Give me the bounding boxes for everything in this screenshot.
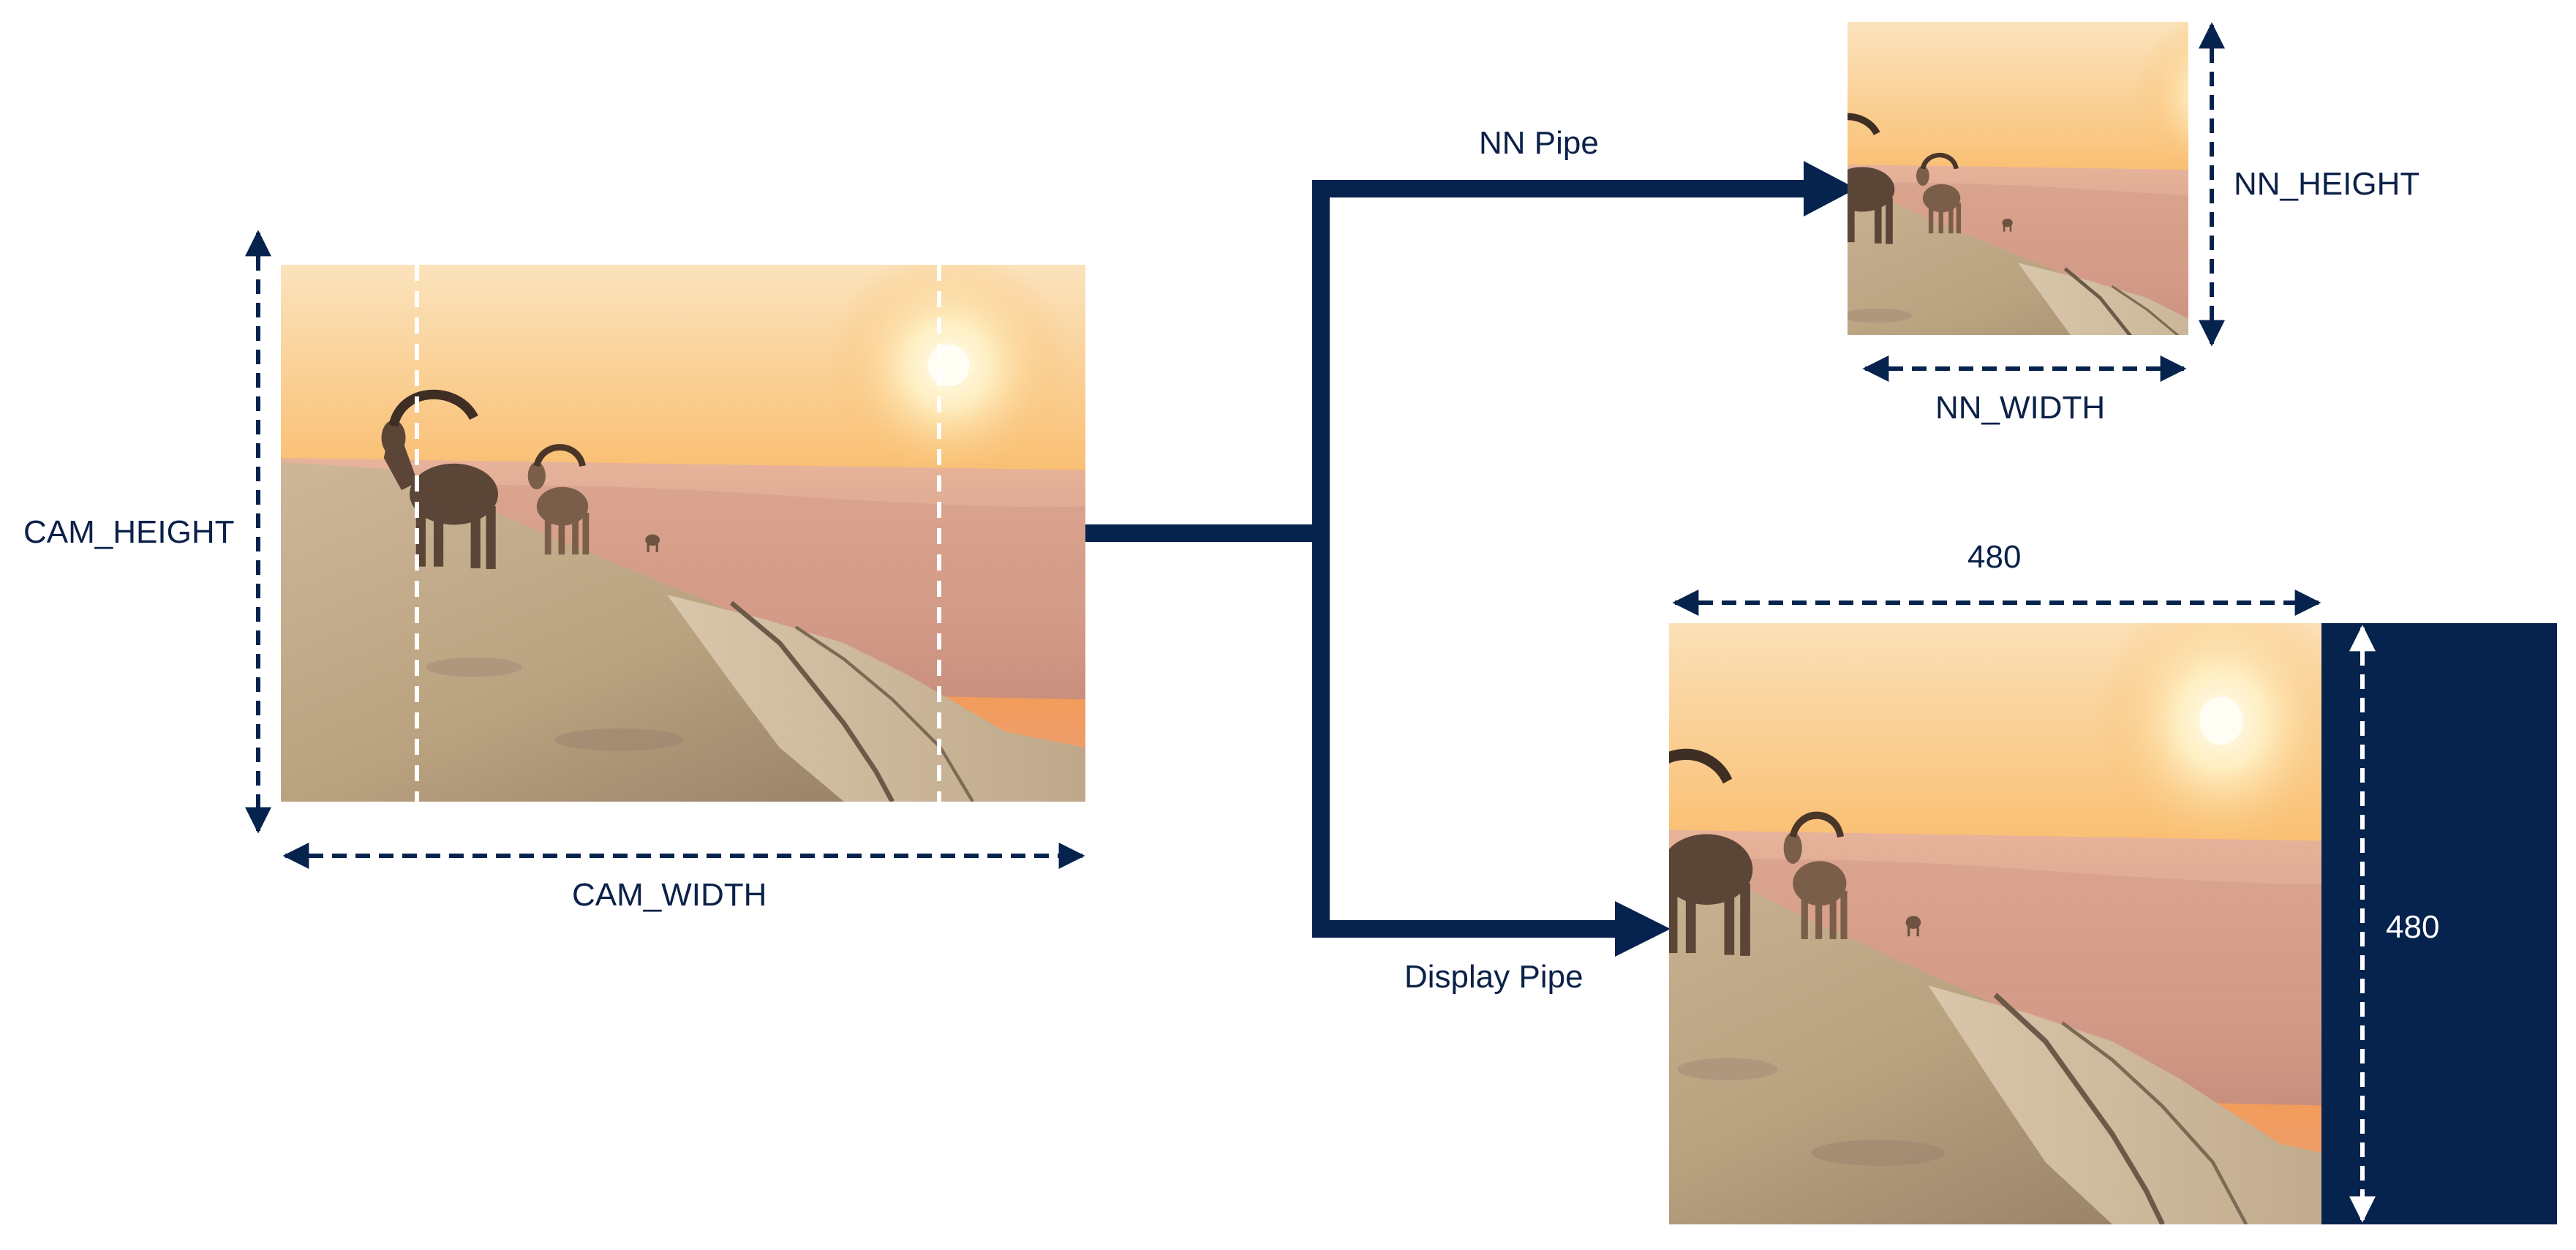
nn-width-label: NN_WIDTH bbox=[1935, 392, 2105, 424]
camera-image bbox=[281, 244, 1085, 802]
pipe-splitter bbox=[1312, 180, 1330, 938]
display-image bbox=[1527, 581, 2364, 1224]
nn-pipe-line bbox=[1312, 180, 1808, 197]
nn-image bbox=[1736, 7, 2323, 414]
display-pipe-line bbox=[1312, 920, 1619, 938]
nn-pipe-label: NN Pipe bbox=[1479, 127, 1599, 159]
nn-height-label: NN_HEIGHT bbox=[2234, 168, 2419, 200]
display-pipe-arrowhead bbox=[1615, 901, 1671, 957]
camera-output-line bbox=[1085, 524, 1321, 542]
display-width-label: 480 bbox=[1967, 541, 2021, 573]
cam-height-label: CAM_HEIGHT bbox=[23, 516, 234, 549]
nn-frame bbox=[1736, 7, 2323, 414]
cam-width-label: CAM_WIDTH bbox=[572, 879, 767, 911]
display-frame bbox=[1527, 581, 2557, 1224]
display-pipe-label: Display Pipe bbox=[1404, 961, 1583, 993]
camera-frame bbox=[281, 244, 1085, 802]
display-height-label: 480 bbox=[2386, 911, 2439, 944]
